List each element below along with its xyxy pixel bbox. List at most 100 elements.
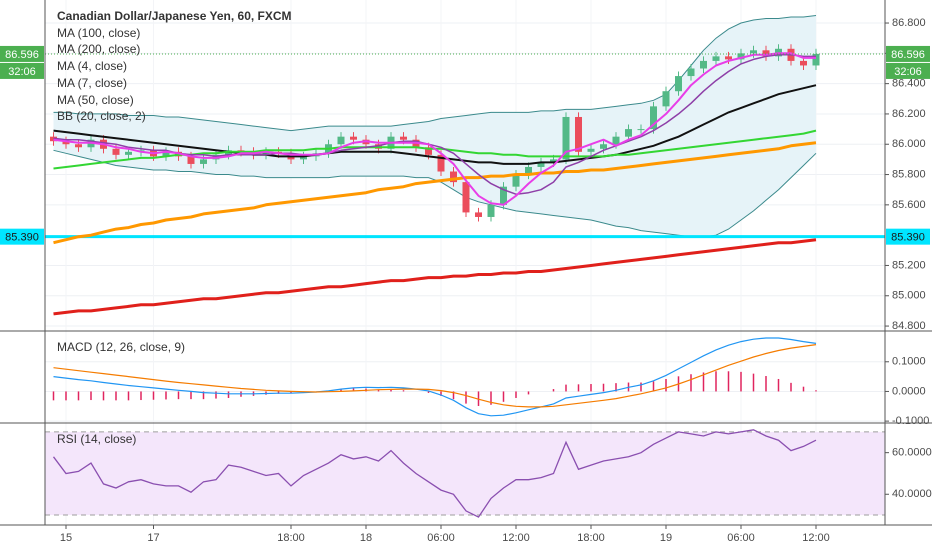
candle-body [800,60,807,66]
candle-body [562,116,570,160]
candle-body [687,68,695,77]
price-tag-label: 86.596 [891,49,925,61]
candle-body [650,106,657,130]
bollinger-fill [53,15,816,237]
chart-title: Canadian Dollar/Japanese Yen, 60, FXCM [57,9,292,23]
candle-body [300,156,307,160]
price-tag [886,45,930,62]
candle-body [350,136,357,140]
candle-body [662,91,670,107]
macd-title: MACD (12, 26, close, 9) [57,340,185,354]
y-tick-label: 86.400 [892,78,926,90]
price-tag-label: 86.596 [5,49,39,61]
price-tag [886,228,930,245]
y-tick-label: 85.800 [892,168,926,180]
legend-entry: BB (20, close, 2) [57,109,146,123]
moving-average [53,238,817,316]
y-tick-label: 85.000 [892,290,926,302]
candle-body [487,204,495,217]
candle-body [525,166,532,175]
candle-body [637,129,645,131]
y-tick-label: 85.600 [892,199,926,211]
price-tag-label: 32:06 [894,66,922,78]
candle-body [162,151,170,157]
x-tick-label: 15 [60,532,72,544]
x-tick-label: 12:00 [802,532,830,544]
candle-body [425,147,432,155]
candle-body [437,154,445,172]
candle-body [712,56,720,61]
rsi-line [52,429,817,518]
price-tag [0,62,44,79]
x-tick-label: 12:00 [502,532,530,544]
candle-body [625,129,632,137]
candle-body [737,53,745,60]
bollinger-basis [53,84,817,165]
candle-body [475,212,482,217]
price-tag [0,228,44,245]
candle-body [62,141,70,145]
candle-body [262,151,270,155]
candle-body [450,171,457,183]
price-tag-label: 32:06 [8,66,36,78]
candle-body [550,159,557,163]
x-tick-label: 18 [360,532,372,544]
marks-layer [45,15,885,518]
x-tick-label: 17 [147,532,159,544]
x-tick-label: 18:00 [277,532,305,544]
candle-body [762,50,770,57]
candle-body [112,148,120,155]
y-tick-label: 86.800 [892,17,926,29]
candle-body [200,159,207,164]
rsi-title: RSI (14, close) [57,432,136,446]
legend-entry: MA (100, close) [57,26,140,40]
y-tick-label: 86.200 [892,108,926,120]
price-tag [0,45,44,62]
candle-body [750,50,757,54]
price-tag-label: 85.390 [891,232,925,244]
y-tick-label: 0.1000 [892,356,926,368]
candle-body [600,144,607,149]
moving-average [53,141,817,245]
candle-body [512,174,520,187]
candle-body [725,56,732,60]
y-tick-label: 86.000 [892,138,926,150]
candle-body [75,144,82,148]
moving-average [53,52,816,206]
legend-entry: MA (50, close) [57,93,134,107]
legend-entry: MA (200, close) [57,42,140,56]
candle-body [575,116,582,152]
level-band [45,431,885,516]
candle-body [337,136,345,145]
y-tick-label: 40.0000 [892,488,932,500]
candle-body [462,182,470,213]
candle-body [400,136,407,140]
candle-body [675,76,682,92]
macd-line [53,337,817,417]
candle-body [812,53,820,66]
y-tick-label: 85.200 [892,259,926,271]
x-tick-label: 06:00 [427,532,455,544]
legend-entry: MA (7, close) [57,76,127,90]
candle-body [587,148,595,152]
candle-body [537,162,545,167]
bollinger-upper [53,15,817,132]
y-tick-label: 84.800 [892,320,926,332]
x-tick-label: 18:00 [577,532,605,544]
candle-body [500,186,507,205]
price-tag-label: 85.390 [5,232,39,244]
x-tick-label: 19 [660,532,672,544]
candle-body [187,156,195,164]
candle-body [612,136,620,145]
price-tag [886,62,930,79]
candle-body [700,60,707,69]
x-tick-label: 06:00 [727,532,755,544]
y-tick-label: 0.0000 [892,385,926,397]
signal-line [53,344,817,408]
candle-body [125,151,132,155]
y-tick-label: 60.0000 [892,447,932,459]
